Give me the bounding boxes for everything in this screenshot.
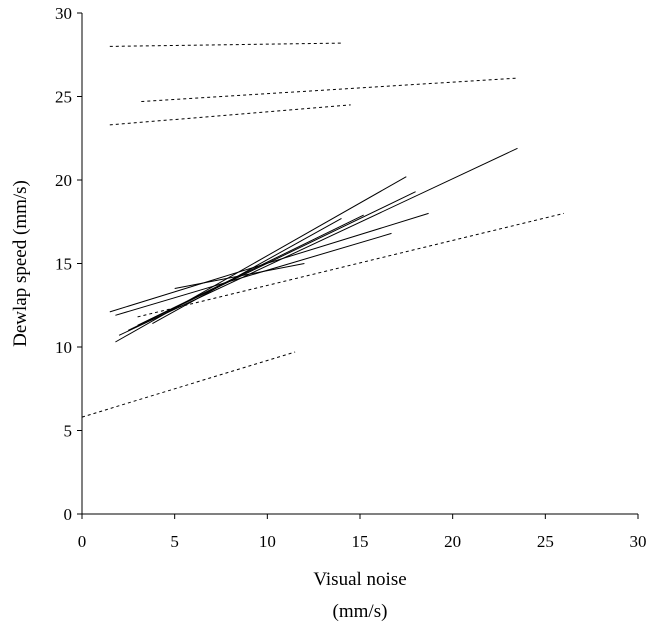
x-tick-label: 15	[352, 532, 369, 551]
series-line-1	[109, 42, 342, 47]
series-line-9	[137, 214, 364, 326]
series-line-12	[174, 263, 305, 289]
axes	[81, 13, 638, 515]
x-tick-label: 5	[170, 532, 179, 551]
x-tick-label: 25	[537, 532, 554, 551]
series-line-13	[152, 217, 342, 325]
series-line-7	[118, 147, 518, 336]
y-axis-title: Dewlap speed (mm/s)	[10, 180, 31, 347]
series-line-3	[109, 104, 351, 126]
series-line-6	[115, 176, 407, 343]
series-line-8	[128, 191, 416, 331]
x-tick-label: 20	[444, 532, 461, 551]
y-tick-label: 15	[55, 255, 72, 274]
x-axis-title-line-2: (mm/s)	[333, 601, 388, 622]
x-tick-label: 0	[78, 532, 87, 551]
y-tick-label: 10	[55, 338, 72, 357]
x-ticks: 0 5 10 15 20 25 30	[78, 514, 647, 551]
y-ticks: 0 5 10 15 20 25 30	[55, 4, 82, 524]
y-tick-label: 20	[55, 171, 72, 190]
x-tick-label: 30	[630, 532, 647, 551]
series-layer	[81, 42, 565, 418]
y-tick-label: 25	[55, 88, 72, 107]
x-tick-label: 10	[259, 532, 276, 551]
series-line-2	[141, 77, 518, 102]
series-line-11	[115, 232, 392, 316]
series-line-5	[81, 351, 296, 418]
series-line-10	[109, 212, 429, 313]
y-tick-label: 5	[64, 422, 73, 441]
y-tick-label: 30	[55, 4, 72, 23]
series-line-4	[137, 212, 565, 318]
x-axis-title-line-1: Visual noise	[313, 569, 406, 590]
y-tick-label: 0	[64, 505, 73, 524]
